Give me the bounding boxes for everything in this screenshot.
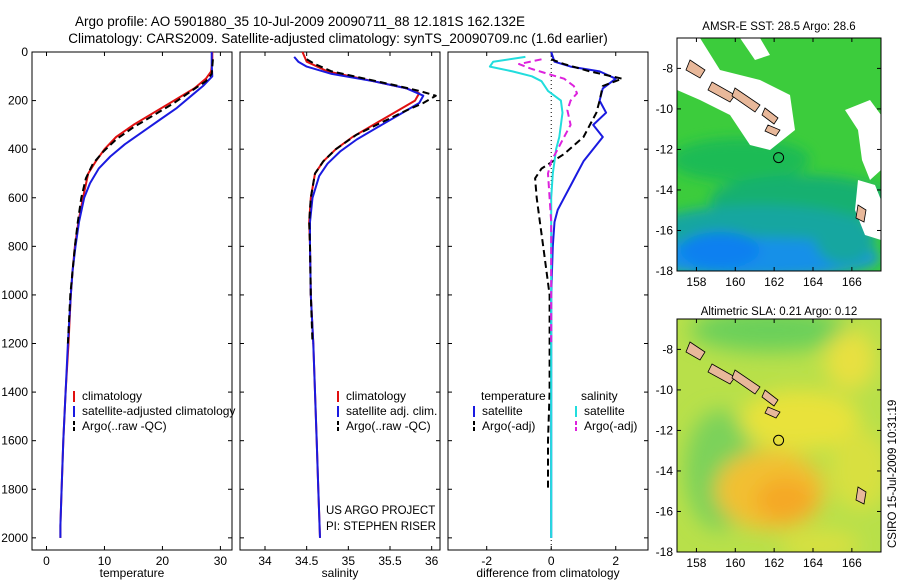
series-line-satellite-adjusted-climatology — [59, 52, 214, 538]
y-tick-label: 2000 — [1, 531, 28, 545]
legend-label-argo-raw-qc: Argo(..raw -QC) — [346, 419, 431, 433]
legend-label-temperature-argo-adj: Argo(-adj) — [482, 419, 535, 433]
map-y-tick-label: -16 — [656, 504, 674, 518]
project-label: US ARGO PROJECT — [326, 505, 435, 517]
timestamp-stamp: CSIRO 15-Jul-2009 10:31:19 — [887, 400, 899, 548]
legend-label-argo-raw-qc: Argo(..raw -QC) — [82, 419, 167, 433]
x-axis-label: difference from climatology — [476, 566, 619, 580]
x-tick-label: 30 — [214, 554, 228, 568]
sla-map-axes: 158 160 162 164 166 -8 -10 -12 -14 -16 -18 — [656, 318, 882, 570]
map-y-tick-label: -10 — [656, 102, 674, 116]
sla-map-field — [677, 319, 881, 552]
x-tick-label: -2 — [481, 554, 492, 568]
y-tick-label: 1800 — [1, 482, 28, 496]
legend-label-salinity-argo-adj: Argo(-adj) — [584, 419, 637, 433]
salinity-panel: 34 34.5 35 35.5 36 salinity climatologysatelli… — [239, 51, 441, 580]
map-x-tick-label: 160 — [725, 556, 745, 570]
legend-label-climatology: climatology — [82, 389, 142, 403]
y-tick-label: 1400 — [1, 385, 28, 399]
y-tick-label: 1000 — [1, 288, 28, 302]
map-frame — [676, 318, 882, 553]
map-y-tick-label: -12 — [656, 142, 674, 156]
map-x-tick-label: 160 — [725, 275, 745, 289]
temperature-panel: 0 200 400 600 800 1000 1200 1400 1600 1800 2000 0 10… — [1, 45, 235, 580]
legend-label-climatology: climatology — [346, 389, 406, 403]
x-tick-label: 34 — [258, 554, 272, 568]
legend-group-title-salinity: salinity — [581, 389, 618, 403]
map-y-tick-label: -10 — [656, 383, 674, 397]
series-line-temperature-argo-adj — [534, 58, 624, 490]
legend-label-satellite-adjusted-climatology: satellite-adjusted climatology — [82, 404, 235, 418]
y-tick-label: 0 — [21, 45, 28, 59]
y-tick-label: 400 — [8, 142, 28, 156]
y-tick-label: 600 — [8, 191, 28, 205]
map-x-tick-label: 166 — [842, 275, 862, 289]
map-x-tick-label: 158 — [686, 556, 706, 570]
sla-argo-marker — [773, 434, 785, 446]
series-line-argo-raw-qc — [66, 59, 214, 344]
map-y-tick-label: -18 — [656, 264, 674, 278]
x-tick-label: 10 — [98, 554, 112, 568]
y-tick-label: 800 — [8, 239, 28, 253]
map-y-tick-label: -16 — [656, 223, 674, 237]
map-x-tick-label: 166 — [842, 556, 862, 570]
map-x-tick-label: 162 — [764, 275, 784, 289]
x-tick-label: 35 — [342, 554, 356, 568]
map-y-tick-label: -14 — [656, 464, 674, 478]
plot-frame — [239, 51, 441, 551]
figure-title-line1: Argo profile: AO 5901880_35 10-Jul-2009 … — [75, 14, 525, 29]
map-x-tick-label: 158 — [686, 275, 706, 289]
y-tick-label: 200 — [8, 94, 28, 108]
figure-title-line2: Climatology: CARS2009. Satellite-adjuste… — [68, 31, 608, 46]
map-x-tick-label: 162 — [764, 556, 784, 570]
x-tick-label: 0 — [548, 554, 555, 568]
legend-label-satellite-adj-clim: satellite adj. clim. — [346, 404, 437, 418]
sst-map-axes: 158 160 162 164 166 -8 -10 -12 -14 -16 -18 — [656, 37, 882, 289]
series-line-salinity-satellite — [488, 55, 564, 538]
map-y-tick-label: -18 — [656, 545, 674, 559]
sst-map-title: AMSR-E SST: 28.5 Argo: 28.6 — [702, 21, 855, 33]
map-y-tick-label: -8 — [662, 342, 673, 356]
sst-map-field — [677, 38, 881, 271]
sst-argo-marker — [773, 152, 785, 164]
legend-label-temperature-satellite: satellite — [482, 404, 523, 418]
y-tick-label: 1600 — [1, 434, 28, 448]
x-axis-label: temperature — [100, 566, 165, 580]
map-x-tick-label: 164 — [803, 275, 823, 289]
y-tick-label: 1200 — [1, 337, 28, 351]
x-tick-label: 2 — [612, 554, 619, 568]
series-line-salinity-argo-adj — [518, 58, 578, 344]
plot-frame — [31, 51, 233, 551]
x-tick-label: 34.5 — [295, 554, 319, 568]
series-line-satellite-adj-clim — [293, 56, 425, 538]
x-tick-label: 0 — [43, 554, 50, 568]
map-frame — [676, 37, 882, 272]
sla-map-title: Altimetric SLA: 0.21 Argo: 0.12 — [701, 306, 858, 318]
x-tick-label: 35.5 — [378, 554, 402, 568]
x-tick-label: 20 — [156, 554, 170, 568]
plot-frame — [447, 51, 649, 551]
pi-label: PI: STEPHEN RISER — [326, 521, 436, 533]
series-line-argo-raw-qc — [306, 58, 437, 344]
map-y-tick-label: -8 — [662, 61, 673, 75]
legend-label-salinity-satellite: satellite — [584, 404, 625, 418]
x-axis-label: salinity — [322, 566, 359, 580]
legend-group-title-temperature: temperature — [481, 389, 546, 403]
map-x-tick-label: 164 — [803, 556, 823, 570]
x-tick-label: 36 — [425, 554, 439, 568]
map-y-tick-label: -12 — [656, 423, 674, 437]
map-y-tick-label: -14 — [656, 183, 674, 197]
